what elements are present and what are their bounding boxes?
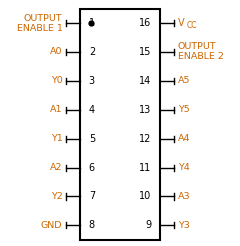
Text: Y3: Y3 bbox=[178, 221, 189, 230]
Text: 15: 15 bbox=[139, 47, 151, 57]
Text: Y5: Y5 bbox=[178, 105, 189, 114]
Text: 3: 3 bbox=[89, 76, 95, 86]
Text: 13: 13 bbox=[139, 105, 151, 115]
Text: A0: A0 bbox=[50, 47, 62, 57]
Text: 12: 12 bbox=[139, 134, 151, 144]
Text: GND: GND bbox=[41, 221, 62, 230]
Text: Y4: Y4 bbox=[178, 163, 189, 172]
Text: A5: A5 bbox=[178, 76, 190, 85]
Text: CC: CC bbox=[187, 20, 197, 30]
Text: 2: 2 bbox=[89, 47, 95, 57]
Text: 11: 11 bbox=[139, 163, 151, 173]
Text: 14: 14 bbox=[139, 76, 151, 86]
Text: Y1: Y1 bbox=[51, 134, 62, 143]
Text: V: V bbox=[178, 18, 184, 28]
Text: Y0: Y0 bbox=[51, 76, 62, 85]
Text: Y2: Y2 bbox=[51, 192, 62, 201]
Text: OUTPUT
ENABLE 1: OUTPUT ENABLE 1 bbox=[17, 14, 62, 32]
Bar bbox=[80, 9, 160, 240]
Text: 5: 5 bbox=[89, 134, 95, 144]
Text: 7: 7 bbox=[89, 191, 95, 201]
Text: 9: 9 bbox=[145, 220, 151, 231]
Text: 16: 16 bbox=[139, 18, 151, 28]
Text: 1: 1 bbox=[89, 18, 95, 28]
Text: A3: A3 bbox=[178, 192, 190, 201]
Text: 4: 4 bbox=[89, 105, 95, 115]
Text: A2: A2 bbox=[50, 163, 62, 172]
Text: 10: 10 bbox=[139, 191, 151, 201]
Text: 8: 8 bbox=[89, 220, 95, 231]
Text: 6: 6 bbox=[89, 163, 95, 173]
Text: A4: A4 bbox=[178, 134, 190, 143]
Text: OUTPUT
ENABLE 2: OUTPUT ENABLE 2 bbox=[178, 43, 223, 62]
Text: A1: A1 bbox=[50, 105, 62, 114]
